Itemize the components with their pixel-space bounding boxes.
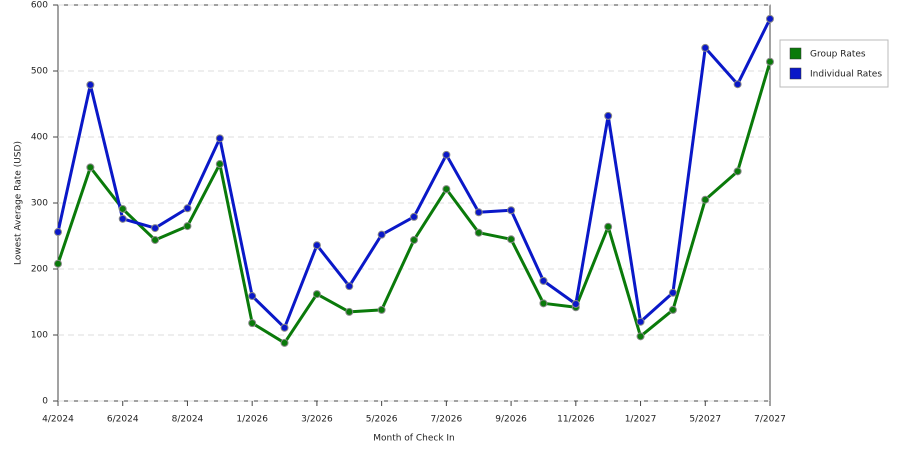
data-point: [118, 204, 127, 213]
data-point: [507, 206, 516, 215]
data-point: [571, 299, 580, 308]
data-point: [280, 338, 289, 347]
y-tick-label: 600: [31, 1, 48, 11]
data-point: [248, 292, 257, 301]
data-point: [442, 185, 451, 194]
data-point: [410, 212, 418, 221]
data-point: [604, 222, 613, 231]
data-point: [312, 241, 321, 250]
data-point: [280, 323, 289, 332]
x-tick-label: 7/2026: [431, 415, 463, 425]
data-point: [151, 224, 160, 233]
y-tick-label: 500: [31, 67, 48, 77]
x-tick-label: 1/2027: [625, 415, 657, 425]
x-tick-label: 3/2026: [301, 415, 333, 425]
legend-swatch: [789, 67, 802, 80]
legend-swatch: [789, 47, 802, 60]
data-point: [668, 305, 677, 314]
data-point: [345, 282, 354, 291]
data-point: [345, 307, 354, 316]
data-point: [636, 317, 645, 326]
data-point: [604, 111, 613, 120]
x-tick-label: 1/2026: [236, 415, 268, 425]
x-tick-label: 8/2024: [172, 415, 204, 425]
data-point: [701, 195, 710, 204]
data-point: [377, 305, 386, 314]
data-point: [183, 222, 192, 231]
data-point: [410, 235, 418, 244]
data-point: [215, 160, 224, 169]
data-point: [733, 80, 742, 89]
x-tick-label: 6/2024: [107, 415, 139, 425]
data-point: [215, 134, 224, 143]
data-point: [54, 228, 62, 237]
data-point: [474, 228, 483, 237]
data-point: [248, 319, 257, 328]
y-tick-label: 400: [31, 133, 48, 143]
legend-label: Individual Rates: [810, 70, 882, 80]
data-point: [54, 259, 62, 268]
data-point: [766, 57, 774, 66]
x-tick-label: 11/2026: [557, 415, 595, 425]
data-point: [86, 80, 95, 89]
data-point: [474, 208, 483, 217]
series-line: [56, 18, 772, 330]
y-axis-label: Lowest Average Rate (USD): [14, 141, 24, 265]
y-tick-label: 300: [31, 199, 48, 209]
data-point: [636, 332, 645, 341]
data-point: [701, 43, 710, 52]
x-tick-label: 7/2027: [754, 415, 786, 425]
legend-box: [779, 39, 889, 88]
y-tick-label: 0: [42, 397, 48, 407]
data-point: [118, 214, 127, 223]
data-point: [151, 235, 160, 244]
data-point: [539, 299, 548, 308]
x-tick-label: 5/2027: [689, 415, 721, 425]
data-point: [377, 230, 386, 239]
data-point: [86, 163, 95, 172]
x-tick-label: 9/2026: [495, 415, 527, 425]
y-tick-label: 200: [31, 265, 48, 275]
data-point: [507, 235, 516, 244]
data-point: [766, 14, 774, 23]
x-tick-label: 4/2024: [42, 415, 74, 425]
data-point: [183, 204, 192, 213]
data-point: [312, 290, 321, 299]
y-tick-label: 100: [31, 331, 48, 341]
legend-label: Group Rates: [810, 50, 866, 60]
data-point: [442, 150, 451, 159]
data-point: [539, 276, 548, 285]
x-axis-label: Month of Check In: [373, 434, 455, 444]
data-point: [668, 288, 677, 297]
x-tick-label: 5/2026: [366, 415, 398, 425]
data-point: [733, 167, 742, 176]
